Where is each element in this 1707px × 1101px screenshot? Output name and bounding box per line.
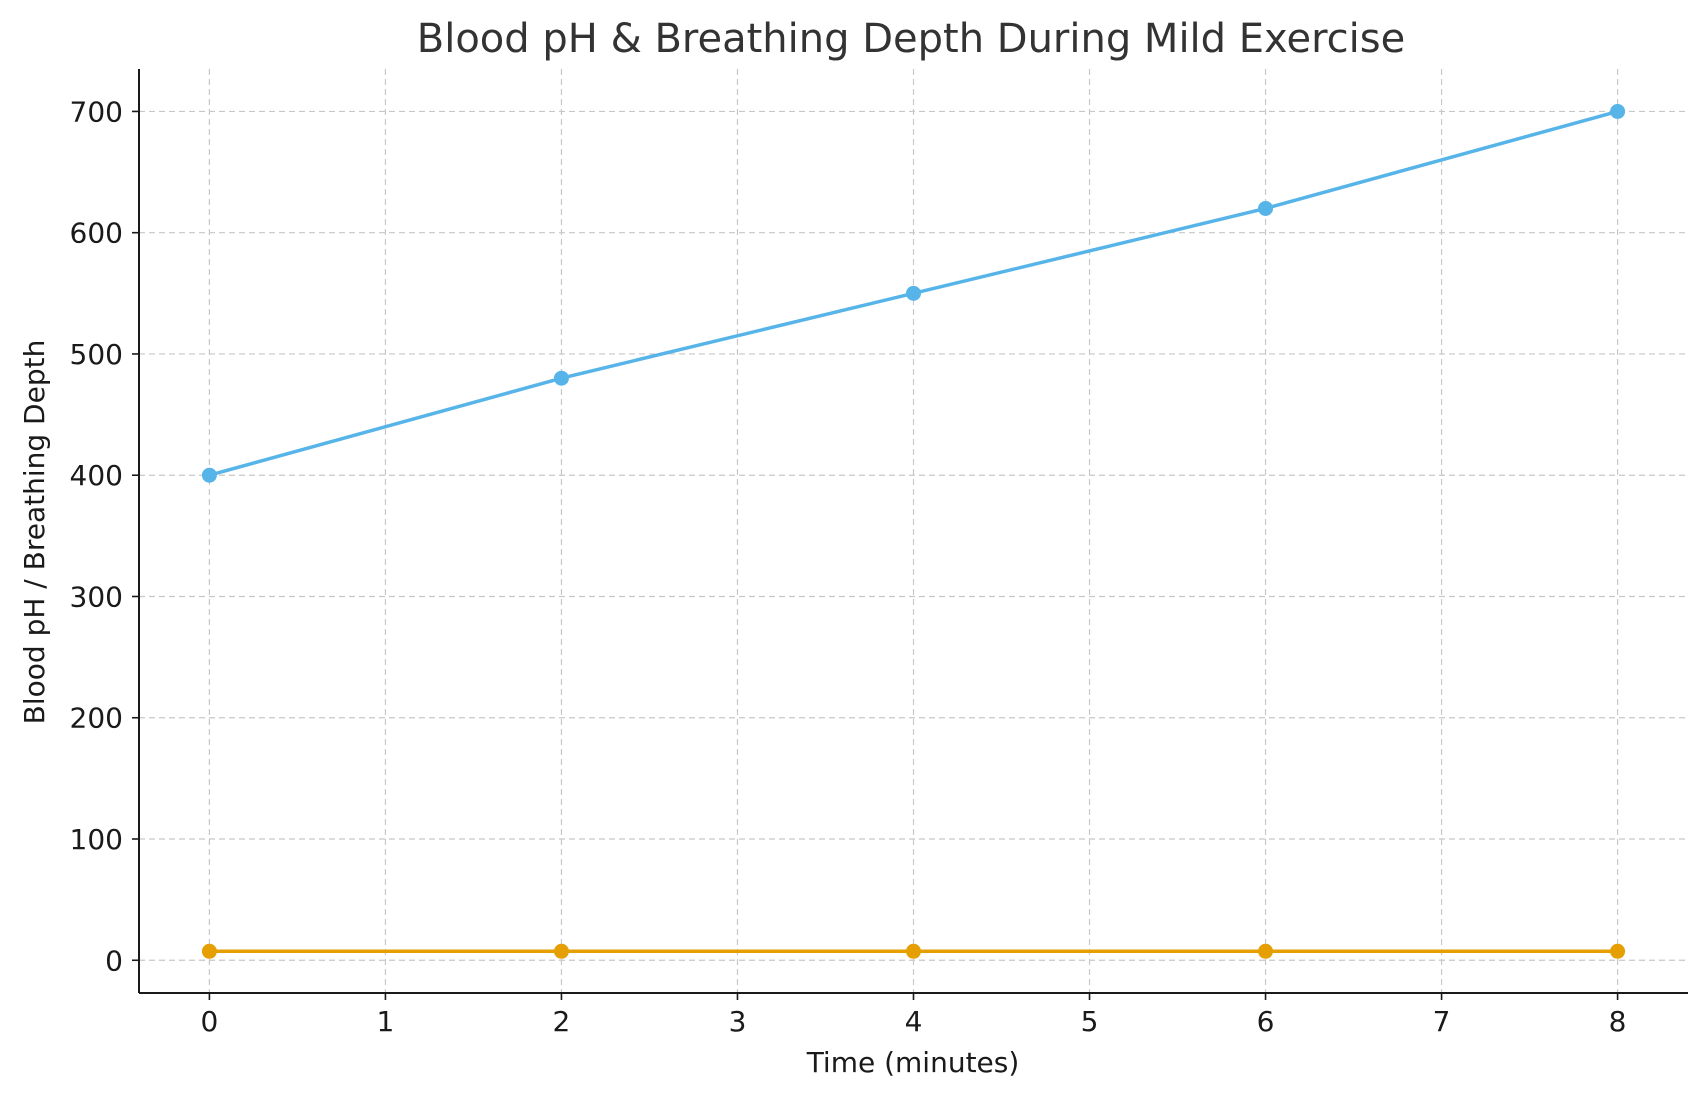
data-point: [201, 467, 217, 483]
data-point: [553, 370, 569, 386]
series-0: [201, 103, 1626, 483]
data-point: [201, 943, 217, 959]
x-tick-label: 1: [377, 1005, 395, 1038]
y-tick-label: 400: [70, 459, 123, 492]
x-tick-label: 7: [1433, 1005, 1451, 1038]
y-tick-label: 100: [70, 823, 123, 856]
series-1: [201, 943, 1626, 959]
data-point: [906, 943, 921, 959]
x-axis-title: Time (minutes): [806, 1046, 1020, 1079]
data-point: [906, 285, 921, 301]
y-axis-title: Blood pH / Breathing Depth: [18, 340, 51, 725]
data-point: [1610, 943, 1626, 959]
x-tick-label: 6: [1257, 1005, 1275, 1038]
y-tick-label: 200: [70, 702, 123, 735]
series-group: [201, 103, 1626, 959]
x-tick-label: 3: [729, 1005, 747, 1038]
y-tick-label: 500: [70, 338, 123, 371]
data-point: [553, 943, 569, 959]
x-tick-label: 8: [1609, 1005, 1627, 1038]
data-point: [1258, 943, 1274, 959]
data-point: [1610, 103, 1626, 119]
y-tick-label: 300: [70, 580, 123, 613]
x-tick-label: 2: [553, 1005, 571, 1038]
grid: [139, 69, 1688, 993]
chart-title: Blood pH & Breathing Depth During Mild E…: [417, 16, 1405, 62]
y-ticks: 0 100 200 300 400 500 600 700: [70, 95, 139, 977]
x-tick-label: 5: [1081, 1005, 1099, 1038]
y-tick-label: 0: [105, 944, 123, 977]
x-tick-label: 0: [200, 1005, 218, 1038]
x-ticks: 0 1 2 3 4 5 6 7 8: [200, 993, 1627, 1038]
y-tick-label: 700: [70, 95, 123, 128]
data-point: [1258, 200, 1274, 216]
y-tick-label: 600: [70, 217, 123, 250]
x-tick-label: 4: [905, 1005, 923, 1038]
